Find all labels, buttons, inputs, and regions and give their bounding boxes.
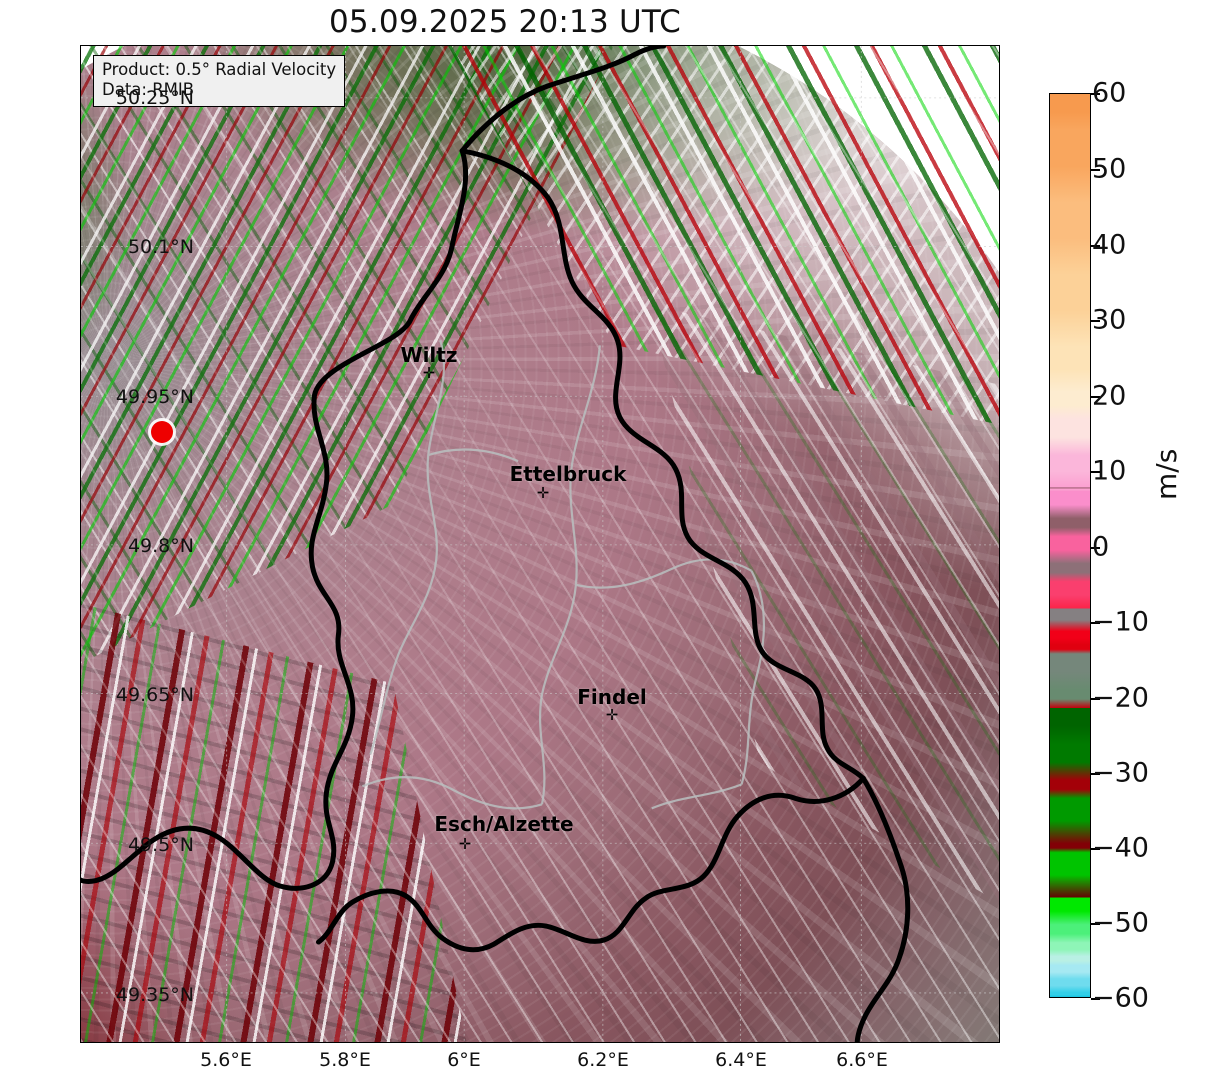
xtick-4: 6.4°E xyxy=(715,1049,767,1071)
ytick-5: 49.5°N xyxy=(127,834,194,856)
city-marker-wiltz: ✛ xyxy=(422,364,436,382)
map-vector-overlay xyxy=(81,46,999,1042)
cbar-tick-m30: −30 xyxy=(1092,757,1149,789)
cbar-tick-10: 10 xyxy=(1092,455,1127,487)
cbar-tickmark-11 xyxy=(1091,923,1100,925)
ytick-3: 49.8°N xyxy=(127,535,194,557)
city-marker-findel: ✛ xyxy=(605,706,619,724)
city-label-findel: Findel xyxy=(577,685,647,709)
cbar-tick-50: 50 xyxy=(1092,153,1127,185)
country-border-luxembourg xyxy=(81,46,911,1042)
xtick-5: 6.6°E xyxy=(836,1049,888,1071)
cbar-tickmark-1 xyxy=(1091,169,1100,171)
cbar-tick-m60: −60 xyxy=(1092,982,1149,1014)
cbar-tick-20: 20 xyxy=(1092,380,1127,412)
cbar-tick-m20: −20 xyxy=(1092,682,1149,714)
ytick-0: 50.25°N xyxy=(115,87,194,109)
cbar-tickmark-2 xyxy=(1091,245,1100,247)
cbar-tick-0: 0 xyxy=(1092,531,1110,563)
ytick-4: 49.65°N xyxy=(115,684,194,706)
cbar-tickmark-3 xyxy=(1091,320,1100,322)
data-line: Data: RMIB xyxy=(102,80,195,100)
radar-site-marker xyxy=(151,421,173,443)
cbar-tick-30: 30 xyxy=(1092,304,1127,336)
city-marker-ettelbruck: ✛ xyxy=(536,484,550,502)
river-network xyxy=(361,340,766,810)
radar-map-plot[interactable]: Product: 0.5° Radial Velocity Data: RMIB… xyxy=(80,45,1000,1043)
city-marker-esch-alzette: ✛ xyxy=(458,835,472,853)
gridlines xyxy=(81,46,999,1042)
city-label-wiltz: Wiltz xyxy=(400,343,458,367)
cbar-tickmark-9 xyxy=(1091,773,1100,775)
cbar-tickmark-4 xyxy=(1091,396,1100,398)
page-title: 05.09.2025 20:13 UTC xyxy=(329,4,681,40)
radar-reflectivity-layer xyxy=(81,46,999,1042)
velocity-colorbar[interactable] xyxy=(1049,93,1091,998)
cbar-tick-m50: −50 xyxy=(1092,907,1149,939)
cbar-tickmark-6 xyxy=(1091,547,1100,549)
cbar-tickmark-12 xyxy=(1091,998,1100,1000)
radar-streak-texture xyxy=(81,46,999,1042)
cbar-tickmark-10 xyxy=(1091,848,1100,850)
xtick-3: 6.2°E xyxy=(577,1049,629,1071)
cbar-tick-60: 60 xyxy=(1092,77,1127,109)
cbar-tickmark-0 xyxy=(1091,93,1100,95)
cbar-tick-m40: −40 xyxy=(1092,832,1149,864)
ytick-2: 49.95°N xyxy=(115,386,194,408)
cbar-tick-m10: −10 xyxy=(1092,606,1149,638)
cbar-tickmark-7 xyxy=(1091,622,1100,624)
xtick-0: 5.6°E xyxy=(200,1049,252,1071)
city-label-ettelbruck: Ettelbruck xyxy=(509,462,627,486)
colorbar-unit-label: m/s xyxy=(1150,448,1183,500)
cbar-tick-40: 40 xyxy=(1092,229,1127,261)
cbar-tickmark-5 xyxy=(1091,471,1100,473)
ytick-6: 49.35°N xyxy=(115,984,194,1006)
product-line: Product: 0.5° Radial Velocity xyxy=(102,60,337,79)
xtick-1: 5.8°E xyxy=(319,1049,371,1071)
xtick-2: 6°E xyxy=(447,1049,481,1071)
colorbar-gradient xyxy=(1050,94,1090,997)
ytick-1: 50.1°N xyxy=(127,236,194,258)
city-label-esch-alzette: Esch/Alzette xyxy=(434,812,574,836)
product-info-box: Product: 0.5° Radial Velocity Data: RMIB xyxy=(93,55,346,107)
cbar-tickmark-8 xyxy=(1091,698,1100,700)
